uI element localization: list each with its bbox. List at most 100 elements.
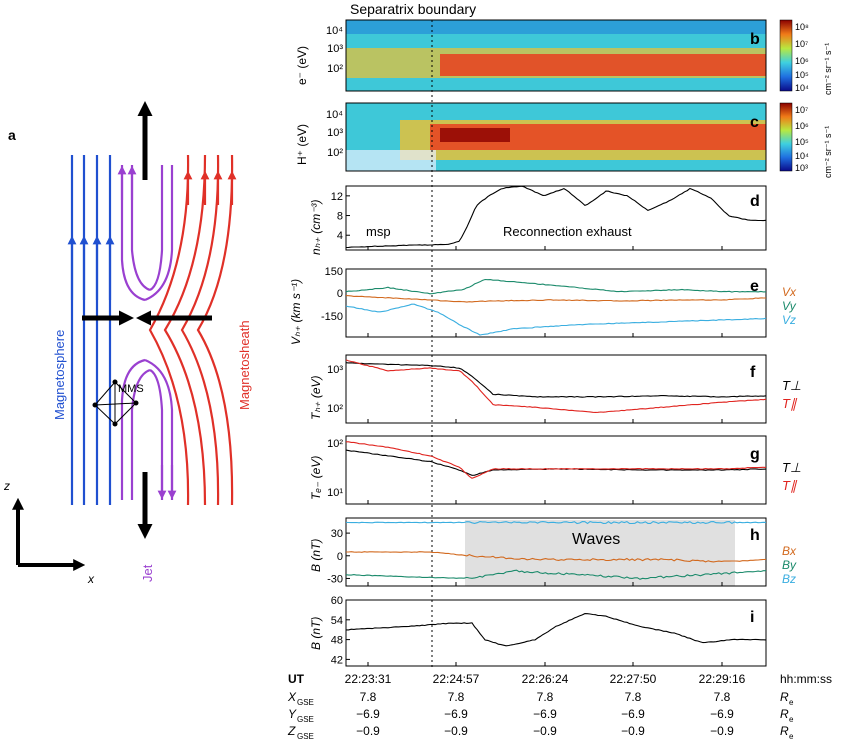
panel-b-band-top [346, 20, 766, 34]
ut-tick-4: 22:27:50 [610, 672, 657, 686]
panel-h-waves-label: Waves [572, 531, 620, 548]
panel-e-ytick-2: 0 [337, 288, 343, 300]
red-line-3 [180, 154, 220, 506]
panel-b-cbar-tick-4: 10⁵ [795, 70, 809, 80]
panel-b-ytick-1: 10⁴ [326, 25, 343, 37]
panel-d-annotation-msp: msp [366, 224, 391, 239]
panel-e-series-Vz [345, 303, 767, 336]
panel-b-label: b [750, 31, 760, 48]
panel-g-ytick-1: 10² [327, 438, 343, 450]
panel-i-series-|B| [346, 613, 767, 647]
ut-unit: hh:mm:ss [780, 672, 832, 686]
panel-c-ytick-2: 10³ [327, 127, 343, 139]
y-gse-val-5: −6.9 [710, 707, 734, 721]
magnetosheath-field-lines [148, 154, 237, 506]
y-gse-val-1: −6.9 [356, 707, 380, 721]
panel-c-lowcount [346, 150, 436, 171]
panel-e-legend-vx: Vx [782, 285, 797, 299]
panel-b-colorbar [779, 19, 793, 92]
mms-probe-3 [112, 421, 118, 427]
flow-arrows [82, 101, 212, 539]
jet-label: Jet [140, 564, 155, 582]
panel-i-ytick-1: 60 [331, 595, 343, 607]
ut-tick-2: 22:24:57 [433, 672, 480, 686]
panel-e-legend-vy: Vy [782, 299, 797, 313]
panel-f: f 10³ 10² Tₕ₊ (eV) T⊥ T∥ [309, 354, 801, 424]
panel-b-ylabel: e⁻ (eV) [295, 46, 309, 85]
panel-h-label: h [750, 527, 760, 544]
time-axis: UT 22:23:31 22:24:57 22:26:24 22:27:50 2… [287, 672, 832, 741]
panel-b-cbar-tick-3: 10⁶ [795, 56, 809, 66]
z-gse-sub: GSE [297, 732, 314, 741]
panel-g-series-Tpar [346, 441, 767, 479]
panel-c-cbar-tick-1: 10⁷ [795, 105, 808, 115]
z-gse-val-2: −0.9 [444, 724, 468, 738]
z-gse-row: Z GSE −0.9 −0.9 −0.9 −0.9 −0.9 R e [287, 724, 794, 741]
x-gse-val-5: 7.8 [714, 690, 731, 704]
panel-c-ylabel: H⁺ (eV) [295, 124, 309, 165]
ut-tick-1: 22:23:31 [345, 672, 392, 686]
panel-d: d msp Reconnection exhaust nₕ₊ (cm⁻³) [309, 185, 767, 255]
ut-tick-5: 22:29:16 [699, 672, 746, 686]
panel-f-ylabel: Tₕ₊ (eV) [309, 375, 323, 420]
mms-tetrahedron-inner [94, 382, 137, 424]
panel-h-legend-bx: Bx [782, 544, 797, 558]
panel-b-cbar-label: cm⁻² sr⁻¹ s⁻¹ [823, 43, 833, 95]
panel-f-series-Tperp [345, 362, 767, 398]
x-axis-label: x [87, 572, 95, 586]
mms-probe-4 [92, 402, 98, 408]
purple-line-upper-1 [120, 165, 146, 302]
panel-g-legend-tperp: T⊥ [782, 460, 801, 475]
panel-c-cbar-label: cm⁻² sr⁻¹ s⁻¹ [823, 126, 833, 178]
panel-h-series-Bz [345, 520, 767, 525]
panel-i-ylabel: B (nT) [309, 617, 323, 650]
panel-b-cbar-tick-5: 10⁴ [795, 83, 809, 93]
panel-d-label: d [750, 193, 760, 210]
panel-g-label: g [750, 446, 760, 463]
z-gse-unit: R [780, 724, 789, 738]
panel-i-ytick-2: 54 [331, 615, 343, 627]
panel-c-cbar-tick-4: 10⁴ [795, 151, 809, 161]
panel-g-frame [345, 435, 767, 505]
z-gse-unit-sub: e [789, 732, 794, 741]
panel-e-label: e [750, 278, 759, 295]
panel-i-ytick-3: 48 [331, 635, 343, 647]
x-gse-row: X GSE 7.8 7.8 7.8 7.8 7.8 R e [287, 690, 794, 707]
panel-a-label: a [8, 127, 16, 143]
panel-e-ylabel: Vₕ₊ (km s⁻¹) [289, 279, 303, 345]
separatrix-title: Separatrix boundary [350, 1, 476, 17]
panel-i: i B (nT) [309, 599, 767, 667]
panel-b-band-hot [440, 54, 766, 76]
reconnecting-field-lines [117, 165, 177, 500]
panel-h-ylabel: B (nT) [309, 539, 323, 572]
panel-c-colorbar [779, 102, 793, 172]
panel-c-cbar-tick-2: 10⁶ [795, 121, 809, 131]
panel-e-ytick-3: -150 [321, 311, 343, 323]
panel-e-ytick-1: 150 [325, 266, 343, 278]
panel-c-ytick-3: 10² [327, 147, 343, 159]
magnetosphere-field-lines [67, 155, 115, 505]
panel-b: b 10⁴ 10³ 10² e⁻ (eV) 10⁸ 10⁷ 10⁶ 10⁵ 10… [295, 19, 833, 95]
panel-c-cbar-tick-5: 10³ [795, 163, 808, 173]
panel-e-frame [345, 268, 767, 338]
y-gse-val-4: −6.9 [621, 707, 645, 721]
red-line-4 [196, 154, 234, 506]
panel-h-legend-bz: Bz [782, 572, 796, 586]
panel-f-label: f [750, 364, 756, 381]
panel-f-legend-tpar: T∥ [782, 396, 798, 411]
panel-f-ytick-2: 10² [327, 403, 343, 415]
panel-b-ytick-2: 10³ [327, 43, 343, 55]
panel-g-ylabel: Tₑ₋ (eV) [309, 456, 323, 500]
x-gse-unit: R [780, 690, 789, 704]
y-gse-label: Y [288, 707, 297, 721]
panel-b-cbar-tick-1: 10⁸ [795, 22, 809, 32]
y-gse-val-3: −6.9 [533, 707, 557, 721]
y-gse-val-2: −6.9 [444, 707, 468, 721]
z-gse-val-5: −0.9 [710, 724, 734, 738]
panel-i-label: i [750, 609, 754, 626]
purple-line-upper-4 [149, 165, 164, 291]
magnetosheath-label: Magnetosheath [237, 320, 252, 410]
panel-h-series-Bx [346, 551, 767, 563]
